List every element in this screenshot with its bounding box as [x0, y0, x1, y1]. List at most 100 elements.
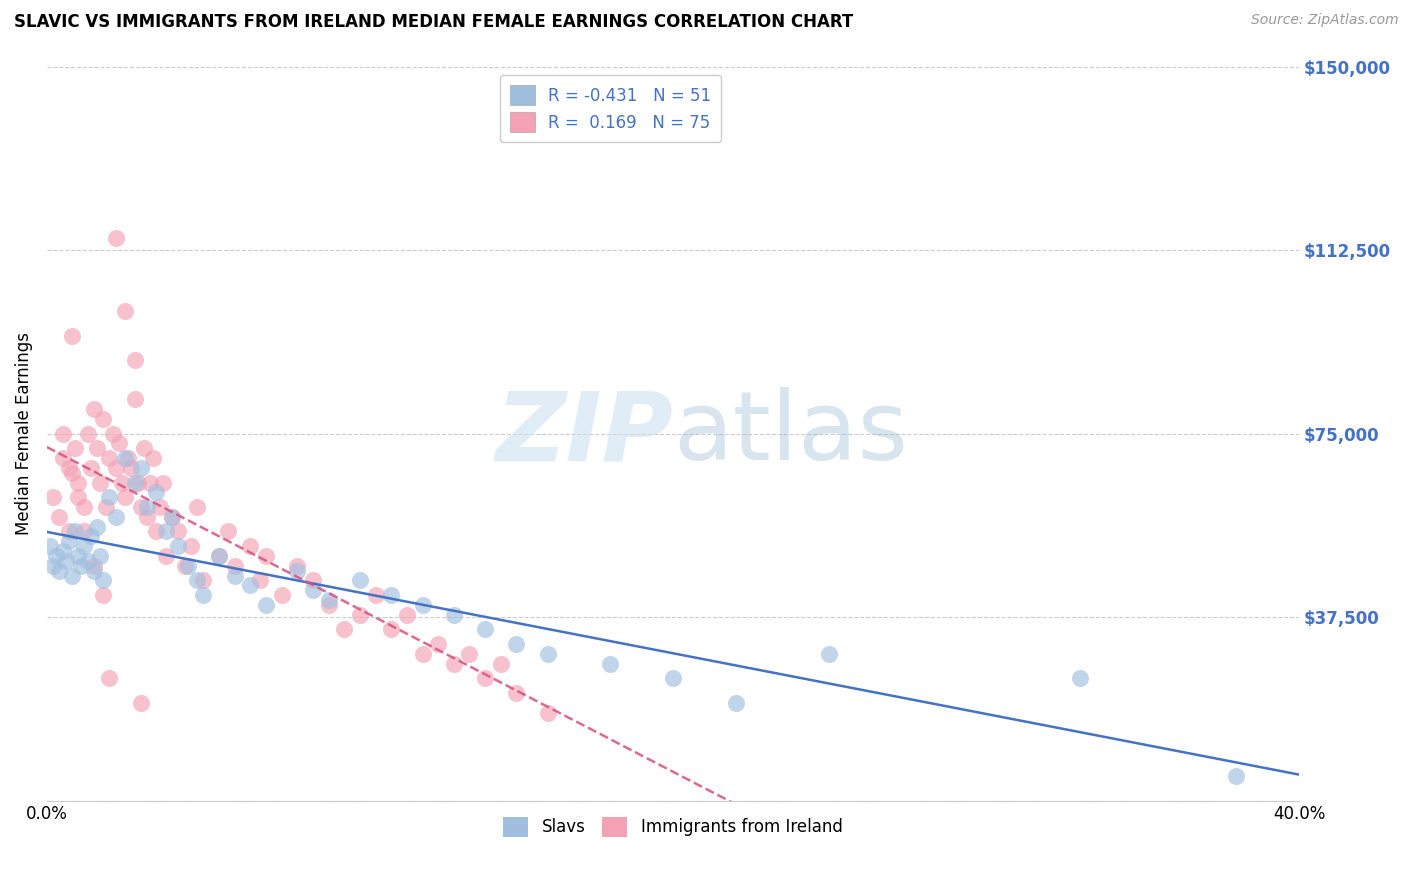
Point	[76, 426, 98, 441]
Point	[380, 623, 402, 637]
Point	[173, 558, 195, 573]
Point	[364, 588, 387, 602]
Point	[1069, 671, 1091, 685]
Text: ZIP: ZIP	[495, 387, 673, 480]
Point	[104, 461, 127, 475]
Point	[42, 490, 65, 504]
Point	[98, 451, 121, 466]
Point	[89, 475, 111, 490]
Point	[186, 574, 208, 588]
Point	[86, 442, 108, 456]
Point	[89, 549, 111, 563]
Point	[152, 475, 174, 490]
Point	[67, 475, 90, 490]
Point	[167, 539, 190, 553]
Point	[136, 500, 159, 514]
Point	[70, 558, 93, 573]
Point	[208, 549, 231, 563]
Point	[349, 607, 371, 622]
Point	[505, 637, 527, 651]
Point	[129, 696, 152, 710]
Point	[80, 529, 103, 543]
Point	[98, 490, 121, 504]
Point	[83, 558, 105, 573]
Point	[63, 442, 86, 456]
Point	[270, 588, 292, 602]
Point	[662, 671, 685, 685]
Point	[724, 696, 747, 710]
Point	[120, 461, 142, 475]
Point	[63, 524, 86, 539]
Point	[180, 539, 202, 553]
Point	[91, 574, 114, 588]
Point	[42, 558, 65, 573]
Point	[193, 588, 215, 602]
Point	[91, 588, 114, 602]
Point	[474, 623, 496, 637]
Point	[254, 549, 277, 563]
Point	[60, 328, 83, 343]
Point	[129, 500, 152, 514]
Point	[160, 509, 183, 524]
Point	[239, 578, 262, 592]
Point	[91, 412, 114, 426]
Point	[104, 231, 127, 245]
Point	[114, 490, 136, 504]
Point	[58, 534, 80, 549]
Point	[380, 588, 402, 602]
Point	[318, 593, 340, 607]
Point	[145, 524, 167, 539]
Point	[114, 304, 136, 318]
Point	[285, 558, 308, 573]
Point	[349, 574, 371, 588]
Point	[160, 509, 183, 524]
Point	[67, 490, 90, 504]
Point	[217, 524, 239, 539]
Point	[254, 598, 277, 612]
Point	[114, 451, 136, 466]
Point	[76, 554, 98, 568]
Point	[224, 568, 246, 582]
Point	[127, 475, 149, 490]
Point	[395, 607, 418, 622]
Point	[412, 598, 434, 612]
Point	[285, 564, 308, 578]
Legend: R = -0.431   N = 51, R =  0.169   N = 75: R = -0.431 N = 51, R = 0.169 N = 75	[499, 75, 721, 142]
Point	[193, 574, 215, 588]
Point	[139, 475, 162, 490]
Point	[98, 671, 121, 685]
Point	[51, 544, 73, 558]
Point	[136, 509, 159, 524]
Point	[73, 539, 96, 553]
Point	[129, 461, 152, 475]
Point	[124, 392, 146, 407]
Point	[458, 647, 481, 661]
Point	[302, 574, 325, 588]
Point	[60, 568, 83, 582]
Point	[55, 554, 77, 568]
Point	[58, 461, 80, 475]
Point	[208, 549, 231, 563]
Point	[58, 524, 80, 539]
Text: SLAVIC VS IMMIGRANTS FROM IRELAND MEDIAN FEMALE EARNINGS CORRELATION CHART: SLAVIC VS IMMIGRANTS FROM IRELAND MEDIAN…	[14, 13, 853, 31]
Point	[318, 598, 340, 612]
Point	[599, 657, 621, 671]
Point	[86, 519, 108, 533]
Point	[45, 549, 67, 563]
Point	[474, 671, 496, 685]
Point	[51, 451, 73, 466]
Text: atlas: atlas	[673, 387, 908, 480]
Point	[537, 647, 560, 661]
Point	[51, 426, 73, 441]
Point	[167, 524, 190, 539]
Point	[155, 549, 177, 563]
Text: Source: ZipAtlas.com: Source: ZipAtlas.com	[1251, 13, 1399, 28]
Point	[124, 475, 146, 490]
Point	[96, 500, 118, 514]
Point	[224, 558, 246, 573]
Point	[177, 558, 200, 573]
Point	[302, 583, 325, 598]
Point	[818, 647, 841, 661]
Point	[104, 509, 127, 524]
Point	[117, 451, 139, 466]
